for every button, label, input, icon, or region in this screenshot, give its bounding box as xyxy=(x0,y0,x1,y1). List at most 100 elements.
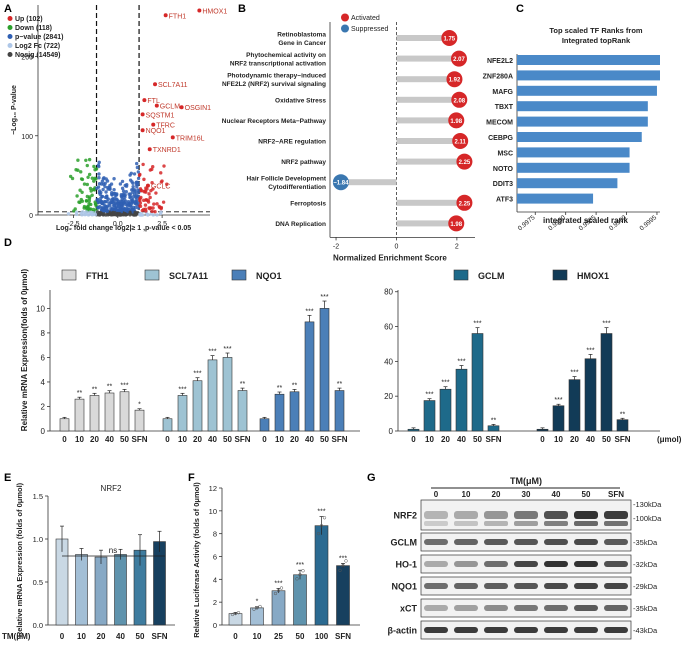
b-category-label: Phytochemical activity on xyxy=(246,52,326,59)
a-point xyxy=(144,198,149,202)
a-xtick-label: 2.5 xyxy=(157,221,167,228)
a-point xyxy=(132,172,137,176)
d2-category-label: 50 xyxy=(602,435,611,444)
a-gene-point xyxy=(145,183,150,188)
g-lane-label: 30 xyxy=(522,490,531,499)
g-protein-label: HO-1 xyxy=(395,560,417,570)
a-point xyxy=(128,210,132,215)
b-legend-swatch xyxy=(341,13,349,22)
g-band xyxy=(514,539,538,545)
a-ytick-label: 0 xyxy=(29,213,33,220)
a-gene-point xyxy=(163,13,168,18)
f-category-label: 25 xyxy=(274,632,283,641)
a-legend-swatch xyxy=(7,52,13,57)
a-point xyxy=(135,161,139,166)
e-category-label: 20 xyxy=(97,632,106,641)
b-dot xyxy=(456,153,473,170)
a-gene-label: SCL7A11 xyxy=(158,82,188,89)
b-dot xyxy=(446,71,463,88)
f-category-label: 50 xyxy=(296,632,305,641)
c-category-label: MECOM xyxy=(486,120,513,127)
a-point xyxy=(138,197,142,201)
g-band xyxy=(604,583,628,589)
a-point xyxy=(88,207,93,211)
b-bar xyxy=(396,158,465,165)
d2-significance: *** xyxy=(586,347,594,354)
a-point xyxy=(75,194,79,198)
f-category-label: 0 xyxy=(233,632,238,641)
f-ytick-label: 2 xyxy=(213,598,217,607)
c-category-label: NOTO xyxy=(493,166,514,173)
d1-bar xyxy=(177,395,188,432)
d1-category-label: SFN xyxy=(132,435,148,444)
g-size-label: -43kDa xyxy=(633,626,658,635)
d2-category-label: 40 xyxy=(586,435,595,444)
a-point xyxy=(133,210,137,214)
f-replicate-point xyxy=(255,606,259,610)
g-band xyxy=(454,583,478,589)
d2-bar xyxy=(471,333,484,432)
e-category-label: 0 xyxy=(60,632,65,641)
a-point xyxy=(154,191,158,195)
a-point xyxy=(99,208,104,212)
c-category-label: ZNF280A xyxy=(483,73,513,80)
b-value-label: 2.25 xyxy=(459,160,471,166)
g-band-lower xyxy=(514,521,538,526)
a-point xyxy=(92,164,96,169)
g-band xyxy=(424,561,448,567)
g-protein-label: NQO1 xyxy=(391,582,417,592)
a-point xyxy=(113,206,117,210)
d2-legend-label: GCLM xyxy=(478,271,505,281)
a-point xyxy=(76,158,80,162)
b-category-label: Nuclear Receptors Meta−Pathway xyxy=(222,118,327,125)
g-band xyxy=(424,583,448,589)
a-point xyxy=(86,175,90,179)
g-band xyxy=(604,539,628,545)
b-value-label: 2.11 xyxy=(455,140,467,146)
d2-bar xyxy=(552,405,565,432)
a-point xyxy=(85,194,90,199)
panel-label-e: E xyxy=(4,472,11,484)
d2-legend-swatch xyxy=(453,269,469,281)
b-xtick-label: 0 xyxy=(395,243,399,250)
a-point xyxy=(151,165,155,169)
panel-label-g: G xyxy=(367,472,376,484)
d2-significance: ** xyxy=(491,417,497,424)
f-bar xyxy=(250,607,264,626)
g-lane-label: 10 xyxy=(462,490,471,499)
a-gene-label: GCLC xyxy=(151,184,170,191)
g-size-label: -100kDa xyxy=(633,514,662,523)
a-point xyxy=(134,194,138,198)
g-protein-label: GCLM xyxy=(391,538,418,548)
a-point xyxy=(92,179,96,183)
d2-significance: *** xyxy=(441,380,449,387)
d1-bar xyxy=(192,380,203,432)
g-band xyxy=(454,561,478,567)
a-point xyxy=(153,210,157,214)
d1-bar xyxy=(74,398,85,432)
b-dot xyxy=(451,91,468,108)
a-point xyxy=(112,199,116,203)
a-gene-label: HMOX1 xyxy=(202,9,227,16)
panel-label-a: A xyxy=(4,3,12,15)
a-point xyxy=(151,206,155,210)
d1-ytick-label: 4 xyxy=(41,378,46,387)
d2-ytick-label: 40 xyxy=(384,357,393,366)
a-point xyxy=(93,176,97,181)
a-point xyxy=(150,181,154,185)
d1-legend-label: SCL7A11 xyxy=(169,271,208,281)
a-point xyxy=(82,182,87,186)
b-dot xyxy=(441,30,458,46)
a-gene-label: FTH1 xyxy=(169,13,187,20)
a-point xyxy=(115,201,120,206)
d2-ytick-label: 60 xyxy=(384,323,393,332)
d1-significance: * xyxy=(138,402,141,409)
b-value-label: −1.84 xyxy=(333,181,349,187)
a-point xyxy=(152,202,156,206)
f-replicate-point xyxy=(298,573,302,577)
g-band xyxy=(574,583,598,589)
d1-significance: *** xyxy=(208,349,216,356)
g-band-lower xyxy=(604,521,628,526)
a-gene-point xyxy=(179,105,184,110)
a-point xyxy=(142,177,146,182)
